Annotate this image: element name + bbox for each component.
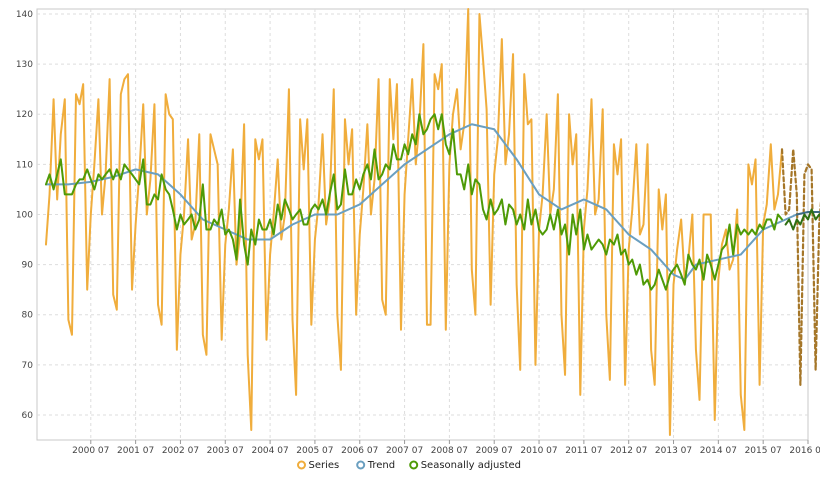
x-tick-label: 2003 07 <box>207 446 244 456</box>
y-tick-label: 90 <box>22 261 34 271</box>
legend-label-seasonally-adjusted: Seasonally adjusted <box>421 460 521 471</box>
grid-lines <box>37 9 808 440</box>
x-tick-label: 2010 07 <box>520 446 557 456</box>
series-layer <box>44 8 820 436</box>
x-tick-label: 2016 07 <box>789 446 820 456</box>
x-tick-label: 2008 07 <box>431 446 468 456</box>
series-line-continuation-5 <box>784 208 820 231</box>
x-tick-label: 2009 07 <box>476 446 513 456</box>
y-tick-label: 100 <box>16 210 33 220</box>
x-tick-label: 2005 07 <box>296 446 333 456</box>
x-tick-label: 2006 07 <box>341 446 378 456</box>
y-tick-label: 140 <box>16 10 33 20</box>
series-line-seasonally-adjusted <box>44 113 783 291</box>
y-tick-label: 70 <box>22 361 34 371</box>
x-tick-label: 2001 07 <box>117 446 154 456</box>
y-tick-label: 120 <box>16 110 33 120</box>
x-tick-label: 2000 07 <box>72 446 109 456</box>
y-tick-label: 80 <box>22 311 34 321</box>
x-tick-label: 2004 07 <box>251 446 288 456</box>
legend-label-series: Series <box>309 460 340 471</box>
legend-label-trend: Trend <box>367 460 395 471</box>
y-tick-label: 130 <box>16 60 33 70</box>
x-axis: 2000 07 2001 07 2002 07 2003 07 2004 07 2005 … <box>72 440 820 456</box>
x-tick-label: 2011 07 <box>565 446 602 456</box>
legend: Series Trend Seasonally adjusted <box>297 460 521 471</box>
y-axis: 60 70 80 90 100 110 120 130 140 <box>16 10 33 421</box>
x-tick-label: 2015 07 <box>745 446 782 456</box>
x-tick-label: 2013 07 <box>655 446 692 456</box>
y-tick-label: 110 <box>16 160 33 170</box>
legend-marker-series <box>297 460 306 470</box>
x-tick-label: 2007 07 <box>386 446 423 456</box>
x-tick-label: 2012 07 <box>610 446 647 456</box>
series-line-continuation-3 <box>780 148 820 386</box>
y-tick-label: 60 <box>22 411 34 421</box>
x-tick-label: 2002 07 <box>162 446 199 456</box>
legend-marker-seasonally-adjusted <box>409 460 419 470</box>
x-tick-label: 2014 07 <box>700 446 737 456</box>
legend-marker-trend <box>356 460 366 470</box>
series-line-series <box>44 8 783 436</box>
